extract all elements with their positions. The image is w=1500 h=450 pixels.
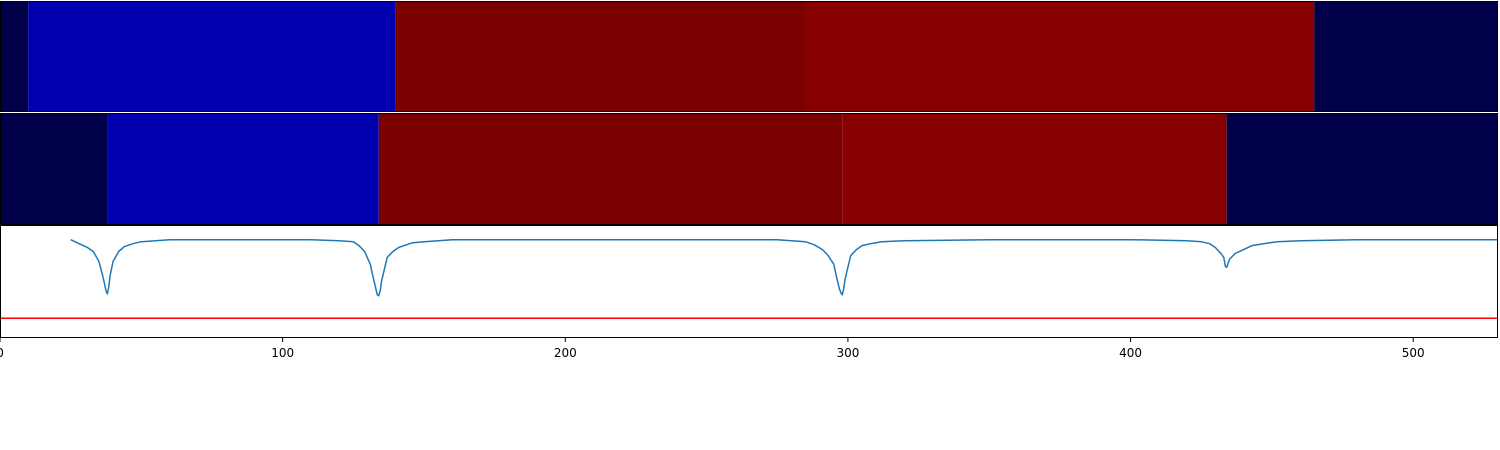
line-plot-panel <box>0 238 1498 320</box>
heatmap-segment-1-4 <box>805 1 1315 112</box>
x-tick-label-500: 500 <box>1402 346 1425 360</box>
heatmap-row-2 <box>0 113 1498 225</box>
x-axis: 0 100 200 300 400 500 <box>0 338 1425 360</box>
heatmap-segment-1-5 <box>1314 1 1498 112</box>
heatmap-segment-2-3 <box>378 113 843 225</box>
heatmap-segment-1-3 <box>395 1 806 112</box>
panel-frame-3 <box>0 225 1498 338</box>
heatmap-segment-2-4 <box>842 113 1227 225</box>
panel-frame-2 <box>0 113 1498 225</box>
heatmap-segment-2-2 <box>107 113 379 225</box>
panel-frame-1 <box>0 1 1498 112</box>
signal-line <box>70 238 1498 297</box>
heatmap-segment-1-2 <box>28 1 396 112</box>
panel-frames <box>0 1 1498 338</box>
x-tick-label-400: 400 <box>1119 346 1142 360</box>
heatmap-segment-2-1 <box>0 113 108 225</box>
line-series-group <box>0 238 1498 320</box>
x-tick-label-0: 0 <box>0 346 4 360</box>
x-tick-label-300: 300 <box>836 346 859 360</box>
x-tick-label-200: 200 <box>554 346 577 360</box>
x-tick-label-100: 100 <box>271 346 294 360</box>
heatmap-segment-2-5 <box>1226 113 1498 225</box>
heatmap-row-1 <box>0 1 1498 112</box>
heatmap-segment-1-1 <box>0 1 29 112</box>
